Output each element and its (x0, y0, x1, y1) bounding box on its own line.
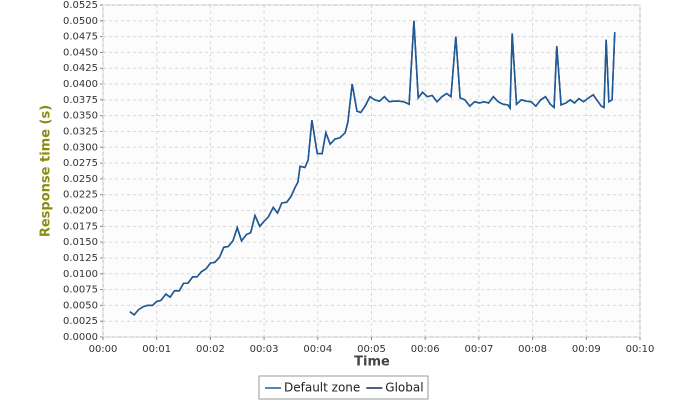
x-tick-label: 00:01 (142, 344, 171, 355)
x-axis-label: Time (354, 355, 390, 370)
y-tick-label: 0.0325 (63, 126, 98, 137)
y-tick-label: 0.0050 (63, 300, 98, 311)
y-tick-label: 0.0450 (63, 47, 98, 58)
x-tick-label: 00:09 (572, 344, 601, 355)
y-tick-label: 0.0175 (63, 221, 98, 232)
legend (258, 375, 429, 400)
y-tick-label: 0.0200 (63, 206, 98, 217)
y-tick-label: 0.0075 (63, 285, 98, 296)
y-tick-label: 0.0400 (63, 79, 98, 90)
series-line (129, 20, 616, 316)
x-tick-label: 00:10 (626, 344, 655, 355)
y-tick-label: 0.0100 (63, 269, 98, 280)
x-tick-label: 00:02 (196, 344, 225, 355)
x-tick-label: 00:03 (250, 344, 279, 355)
x-tick-label: 00:06 (411, 344, 440, 355)
y-tick-label: 0.0475 (63, 32, 98, 43)
y-tick-label: 0.0125 (63, 253, 98, 264)
y-tick-label: 0.0350 (63, 111, 98, 122)
y-tick-label: 0.0000 (63, 332, 98, 343)
y-tick-label: 0.0300 (63, 142, 98, 153)
y-tick-label: 0.0025 (63, 316, 98, 327)
y-tick-label: 0.0250 (63, 174, 98, 185)
x-tick-label: 00:00 (89, 344, 118, 355)
y-tick-label: 0.0375 (63, 95, 98, 106)
x-tick-label: 00:04 (303, 344, 332, 355)
y-axis-label: Response time (s) (39, 105, 54, 237)
y-tick-label: 0.0150 (63, 237, 98, 248)
y-tick-label: 0.0525 (63, 0, 98, 11)
y-tick-label: 0.0275 (63, 158, 98, 169)
y-tick-label: 0.0425 (63, 63, 98, 74)
legend-label: Global (385, 381, 423, 395)
x-tick-label: 00:05 (357, 344, 386, 355)
x-tick-label: 00:08 (518, 344, 547, 355)
x-tick-label: 00:07 (464, 344, 493, 355)
y-tick-label: 0.0500 (63, 16, 98, 27)
y-tick-label: 0.0225 (63, 190, 98, 201)
legend-label: Default zone (284, 381, 360, 395)
